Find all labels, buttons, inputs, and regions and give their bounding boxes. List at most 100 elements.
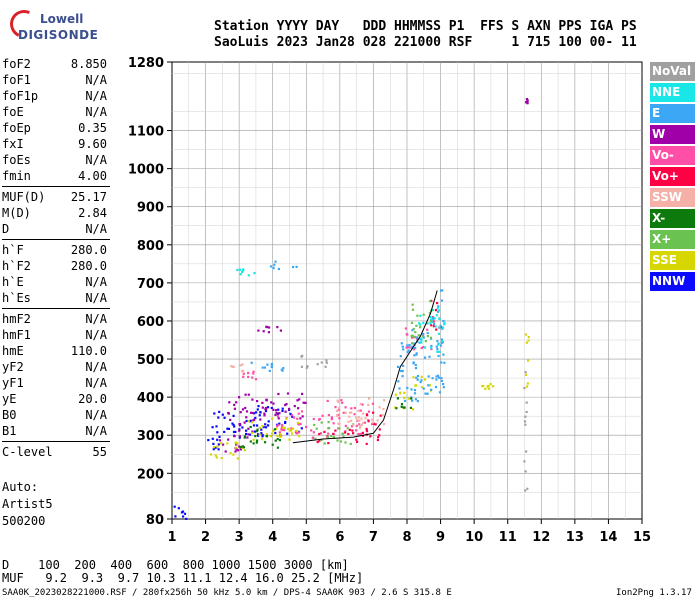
echo-point: [280, 428, 283, 431]
echo-point: [406, 351, 409, 354]
echo-point: [296, 399, 299, 402]
echo-point: [249, 419, 252, 422]
echo-point: [274, 431, 277, 435]
param-name: foF1p: [2, 89, 39, 103]
echo-point: [414, 331, 417, 334]
echo-point: [437, 343, 440, 346]
echo-point: [440, 326, 443, 329]
echo-point: [378, 428, 381, 431]
echo-point: [242, 446, 245, 449]
echo-point: [255, 411, 258, 414]
echo-point: [525, 101, 528, 104]
y-tick-label: 1280: [128, 56, 164, 71]
echo-point: [422, 336, 425, 339]
param-name: B0: [2, 408, 17, 422]
param-row: foEs N/A: [2, 152, 110, 168]
echo-point: [358, 419, 361, 422]
echo-point: [276, 423, 279, 426]
echo-point: [358, 423, 361, 426]
echo-point: [312, 417, 315, 421]
echo-point: [412, 362, 415, 365]
x-tick-label: 7: [369, 530, 378, 545]
echo-point: [247, 393, 250, 396]
echo-point: [366, 430, 369, 433]
echo-point: [371, 422, 374, 426]
echo-point: [429, 300, 432, 303]
echo-point: [301, 354, 304, 357]
echo-point: [289, 412, 292, 415]
echo-point: [364, 417, 367, 420]
x-tick-label: 12: [532, 530, 550, 545]
echo-point: [262, 426, 265, 429]
echo-point: [300, 427, 303, 430]
echo-point: [336, 399, 339, 402]
echo-point: [424, 340, 427, 343]
legend-item: X-: [650, 209, 695, 228]
echo-point: [318, 433, 321, 436]
echo-point: [378, 434, 381, 437]
echo-point: [301, 392, 304, 395]
echo-point: [523, 460, 526, 463]
echo-point: [285, 403, 288, 406]
echo-point: [411, 342, 414, 345]
echo-point: [270, 363, 273, 366]
echo-point: [365, 442, 368, 445]
echo-point: [422, 321, 425, 324]
echo-point: [441, 289, 444, 292]
echo-point: [527, 359, 530, 362]
echo-point: [256, 424, 259, 427]
echo-point: [401, 345, 404, 348]
param-value: N/A: [85, 408, 107, 422]
echo-point: [426, 392, 429, 395]
echo-point: [276, 326, 279, 329]
echo-point: [416, 378, 419, 381]
echo-point: [318, 418, 321, 421]
echo-point: [442, 319, 445, 323]
legend-item: NoVal: [650, 62, 695, 81]
echo-point: [326, 399, 329, 402]
echo-point: [276, 412, 279, 415]
echo-point: [333, 436, 336, 439]
echo-point: [418, 323, 422, 326]
echo-point: [297, 430, 301, 433]
echo-point: [441, 326, 445, 329]
echo-point: [437, 376, 441, 379]
echo-point: [275, 411, 278, 415]
param-value: N/A: [85, 105, 107, 119]
echo-point: [348, 411, 352, 414]
auto-label: Auto:: [2, 480, 39, 494]
x-tick-label: 1: [167, 530, 176, 545]
echo-point: [232, 453, 235, 456]
echo-point: [253, 418, 256, 421]
x-tick-label: 8: [402, 530, 411, 545]
echo-point: [326, 435, 329, 438]
echo-point: [249, 420, 252, 423]
echo-point: [401, 375, 404, 378]
echo-point: [371, 402, 375, 405]
y-tick-label: 300: [137, 429, 164, 444]
echo-point: [279, 433, 282, 436]
echo-point: [396, 397, 399, 400]
echo-point: [265, 399, 268, 402]
echo-point: [414, 384, 418, 387]
lowell-digisonde-logo: Lowell DIGISONDE: [6, 6, 98, 46]
echo-point: [428, 384, 431, 387]
echo-point: [337, 422, 340, 425]
echo-point: [323, 430, 326, 433]
echo-point: [403, 406, 406, 409]
echo-point: [486, 385, 489, 388]
echo-point: [227, 438, 230, 441]
echo-point: [272, 267, 275, 270]
echo-point: [257, 329, 260, 332]
echo-point: [240, 370, 244, 373]
param-row: B1 N/A: [2, 423, 110, 439]
echo-point: [256, 439, 259, 442]
echo-point: [239, 423, 242, 426]
echo-point: [482, 384, 485, 388]
echo-point: [241, 445, 244, 448]
param-row: B0 N/A: [2, 407, 110, 423]
echo-point: [293, 405, 296, 408]
echo-point: [227, 411, 230, 415]
echo-point: [297, 423, 300, 426]
echo-point: [281, 407, 284, 410]
